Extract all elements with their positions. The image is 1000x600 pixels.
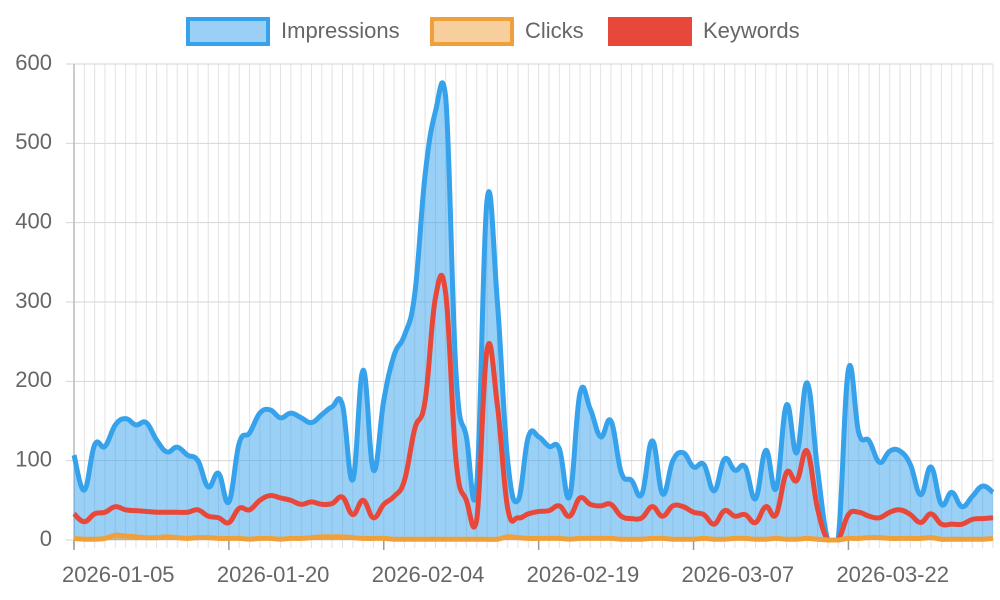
line	[73, 532, 994, 543]
legend-label: Impressions	[281, 18, 400, 43]
x-tick-label: 2026-02-04	[372, 562, 485, 587]
x-tick-label: 2026-01-20	[217, 562, 330, 587]
y-tick-label: 100	[15, 446, 52, 471]
area	[74, 82, 993, 541]
legend-swatch	[608, 17, 692, 46]
y-tick-label: 0	[40, 526, 52, 551]
legend-label: Keywords	[703, 18, 800, 43]
legend-swatch	[430, 17, 514, 46]
x-tick-label: 2026-01-05	[62, 562, 175, 587]
x-tick-label: 2026-03-07	[682, 562, 795, 587]
y-tick-label: 600	[15, 50, 52, 75]
y-tick-label: 400	[15, 208, 52, 233]
y-tick-label: 300	[15, 288, 52, 313]
x-tick-label: 2026-02-19	[527, 562, 640, 587]
y-tick-label: 200	[15, 367, 52, 392]
x-tick-label: 2026-03-22	[836, 562, 949, 587]
legend-swatch	[186, 17, 270, 46]
y-tick-label: 500	[15, 129, 52, 154]
legend-label: Clicks	[525, 18, 584, 43]
